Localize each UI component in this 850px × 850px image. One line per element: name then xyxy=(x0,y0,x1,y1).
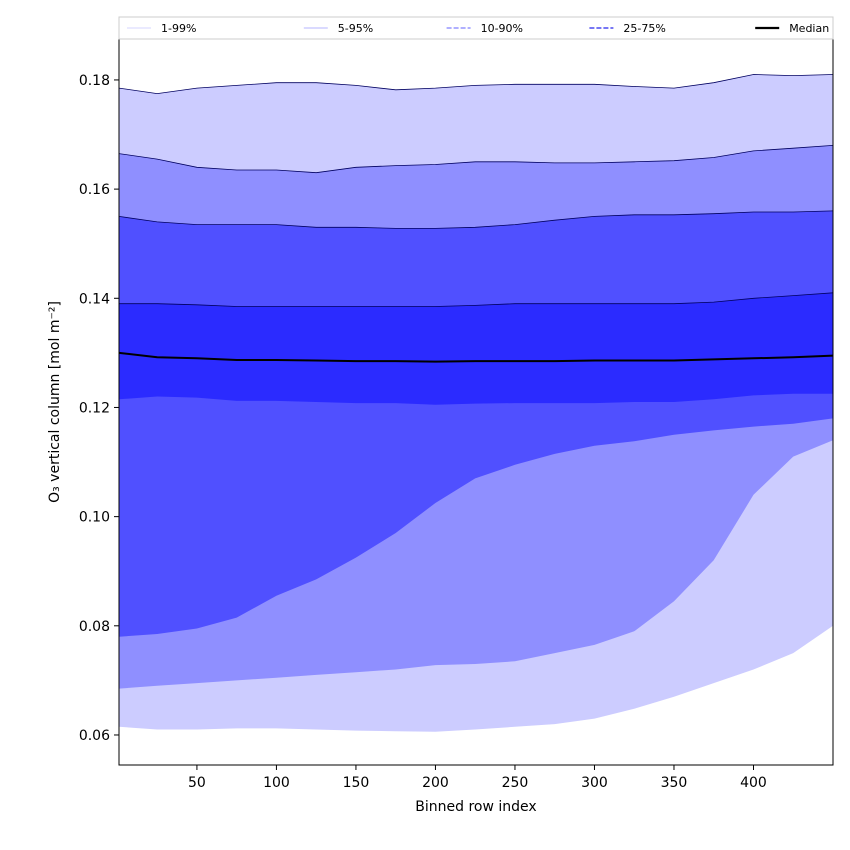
x-axis-ticks: 50 100 150 200 250 300 350 400 xyxy=(188,765,767,791)
y-tick-label: 0.18 xyxy=(79,73,110,89)
y-axis-ticks: 0.06 0.08 0.10 0.12 0.14 0.16 0.18 xyxy=(79,73,119,744)
x-tick-label: 100 xyxy=(263,775,290,791)
legend-label-10-90: 10-90% xyxy=(481,22,523,35)
x-tick-label: 200 xyxy=(422,775,449,791)
x-tick-label: 300 xyxy=(581,775,608,791)
x-tick-label: 50 xyxy=(188,775,206,791)
y-tick-label: 0.10 xyxy=(79,510,110,526)
legend: 1-99% 5-95% 10-90% 25-75% Median xyxy=(118,16,834,40)
band-upper-edge-1-99 xyxy=(118,74,834,95)
band-upper-edge-10-90 xyxy=(118,210,834,229)
median-line xyxy=(118,351,834,363)
legend-label-25-75: 25-75% xyxy=(623,22,665,35)
x-tick-label: 400 xyxy=(740,775,767,791)
y-tick-label: 0.12 xyxy=(79,400,110,416)
band-upper-edge-5-95 xyxy=(118,145,834,174)
y-tick-label: 0.14 xyxy=(79,291,110,307)
y-tick-label: 0.06 xyxy=(79,728,110,744)
legend-label-median: Median xyxy=(789,22,829,35)
x-tick-label: 250 xyxy=(502,775,529,791)
y-tick-label: 0.16 xyxy=(79,182,110,198)
band-25-75 xyxy=(119,292,833,405)
median-layer xyxy=(118,351,834,363)
x-axis-label: Binned row index xyxy=(415,799,536,815)
x-tick-label: 150 xyxy=(343,775,370,791)
y-tick-label: 0.08 xyxy=(79,619,110,635)
legend-label-1-99: 1-99% xyxy=(161,22,196,35)
percentile-bands xyxy=(118,74,834,732)
legend-box xyxy=(118,16,834,40)
band-upper-edge-25-75 xyxy=(119,292,834,307)
legend-label-5-95: 5-95% xyxy=(338,22,373,35)
y-axis-label: O₃ vertical column [mol m⁻²] xyxy=(47,301,63,503)
x-tick-label: 350 xyxy=(661,775,688,791)
